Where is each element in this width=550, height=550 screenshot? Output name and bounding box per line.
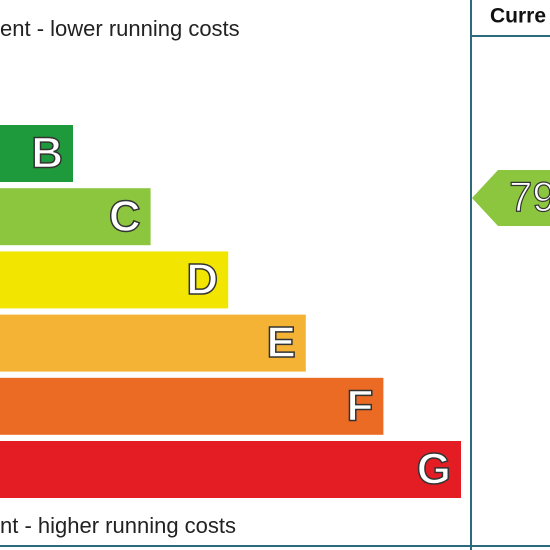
band-bar [0,251,229,309]
band-bar [0,441,461,498]
top-note: ent - lower running costs [0,16,240,41]
band-letter: F [347,381,374,430]
bottom-note: nt - higher running costs [0,513,236,538]
band-letter: C [109,192,141,241]
band-letter: B [31,129,63,178]
band-bar [0,377,384,435]
band-letter: D [186,255,218,304]
band-bar [0,314,306,372]
rating-value: 79 [509,173,550,220]
rating-arrow [472,170,550,226]
band-bar [0,125,73,182]
column-title: Curre [490,5,546,28]
current-rating: 79 [472,170,550,226]
band-letter: E [266,318,295,367]
band-letter: G [417,445,451,494]
band-bar [0,188,151,246]
